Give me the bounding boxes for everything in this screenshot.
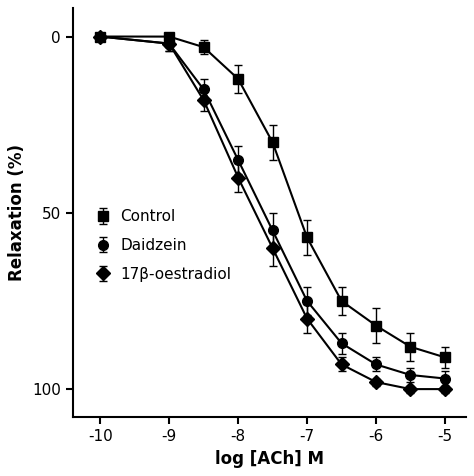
- X-axis label: log [ACh] M: log [ACh] M: [215, 450, 324, 467]
- Y-axis label: Relaxation (%): Relaxation (%): [9, 144, 27, 281]
- Legend: Control, Daidzein, 17β-oestradiol: Control, Daidzein, 17β-oestradiol: [88, 203, 237, 288]
